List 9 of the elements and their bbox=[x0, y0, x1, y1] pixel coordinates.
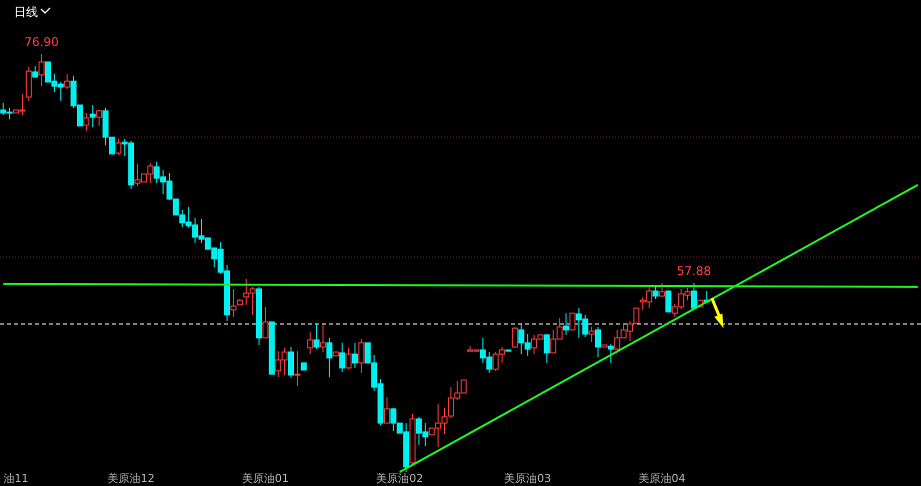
x-tick-label: 油11 bbox=[3, 472, 28, 485]
x-tick-label: 美原油12 bbox=[108, 472, 155, 485]
chart-title: 日线 bbox=[14, 5, 38, 19]
x-tick-label: 美原油03 bbox=[504, 472, 552, 485]
x-tick-label: 美原油01 bbox=[242, 472, 289, 485]
x-tick-label: 美原油04 bbox=[638, 472, 686, 485]
text: 76.90 bbox=[24, 35, 59, 49]
x-tick-label: 美原油02 bbox=[376, 472, 424, 485]
text: 57.88 bbox=[676, 264, 712, 278]
